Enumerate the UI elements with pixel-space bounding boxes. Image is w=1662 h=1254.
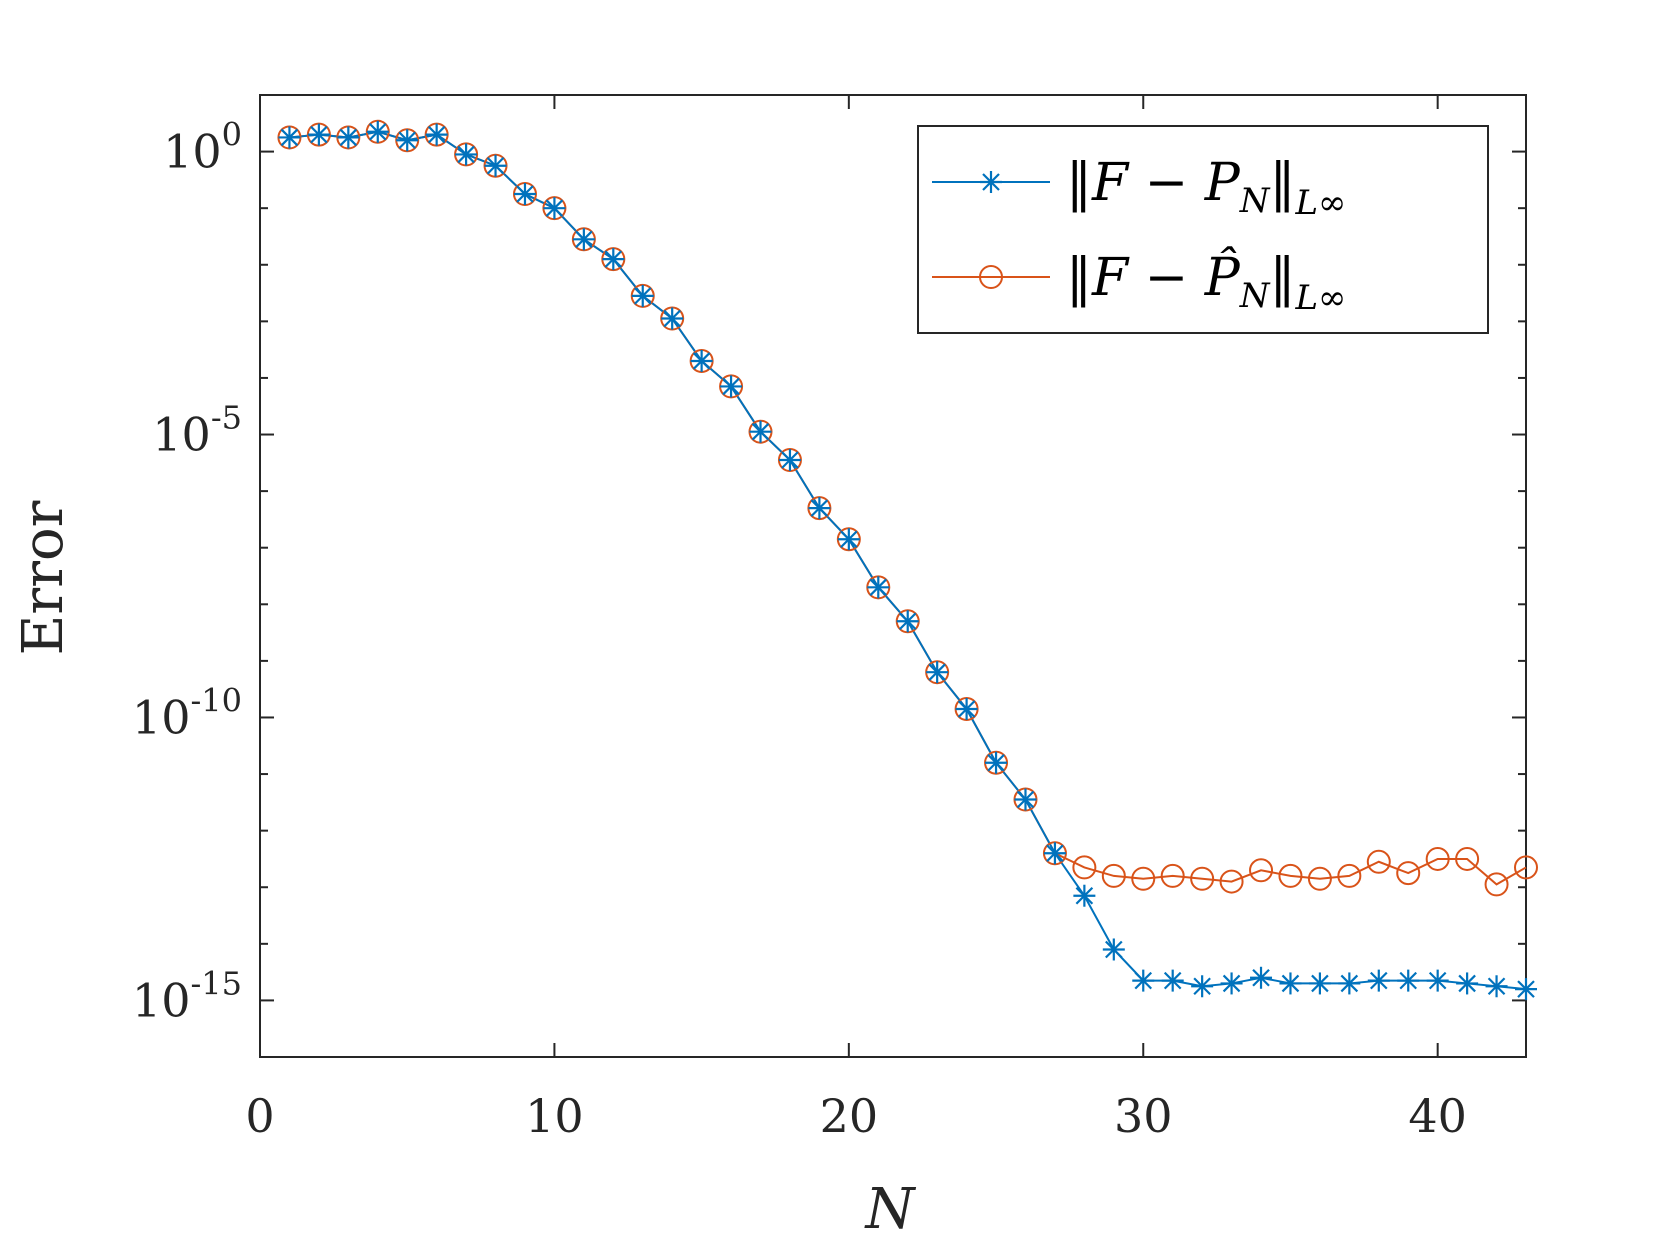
data-point	[1338, 972, 1361, 995]
data-point	[1131, 866, 1156, 891]
data-point	[1456, 972, 1479, 995]
data-point	[867, 576, 890, 599]
data-point	[1073, 884, 1096, 907]
data-point	[1396, 861, 1421, 886]
y-tick-label: 10-15	[132, 964, 242, 1027]
data-point	[1514, 855, 1538, 880]
data-point	[1250, 966, 1273, 989]
series-markers-1	[278, 120, 1537, 1001]
y-tick-label: 10-5	[152, 399, 242, 462]
data-point	[1484, 872, 1509, 897]
data-point	[1043, 842, 1066, 865]
data-point	[1397, 969, 1420, 992]
data-point	[1307, 866, 1332, 891]
data-point	[1190, 866, 1215, 891]
data-point	[1337, 863, 1362, 888]
data-point	[337, 126, 360, 149]
data-point	[455, 143, 478, 166]
data-point	[808, 497, 831, 520]
y-tick-label: 10-10	[132, 681, 242, 744]
data-point	[985, 751, 1008, 774]
x-axis-title: N	[864, 1177, 917, 1242]
y-tick-labels: 100 10-5 10-10 10-15	[132, 116, 242, 1028]
data-point	[1249, 858, 1274, 883]
data-point	[1426, 969, 1449, 992]
legend-marker-series-2	[979, 265, 1003, 289]
legend: ‖F − PN‖L∞ ‖F − P̂N‖L∞	[917, 125, 1489, 334]
legend-asterisk-icon	[980, 171, 1002, 193]
x-tick-label: 30	[1114, 1089, 1173, 1143]
data-point	[661, 307, 684, 330]
legend-box	[917, 125, 1489, 334]
x-tick-label: 20	[820, 1089, 879, 1143]
data-point	[720, 375, 743, 398]
data-point	[1308, 972, 1331, 995]
data-point	[1367, 969, 1390, 992]
data-point	[513, 183, 536, 206]
legend-label-series-2: ‖F − P̂N‖L∞	[1066, 247, 1346, 318]
x-tick-label: 0	[245, 1089, 274, 1143]
data-point	[1455, 846, 1480, 871]
data-point	[602, 248, 625, 271]
data-point	[278, 126, 301, 149]
data-point	[1014, 788, 1037, 811]
data-point	[1220, 972, 1243, 995]
data-point	[1278, 863, 1303, 888]
data-point	[1279, 972, 1302, 995]
data-point	[1132, 969, 1155, 992]
legend-item-series-2: ‖F − P̂N‖L∞	[932, 247, 1346, 318]
data-point	[1102, 938, 1125, 961]
data-point	[1515, 978, 1537, 1001]
legend-label-series-1: ‖F − PN‖L∞	[1066, 153, 1346, 223]
data-point	[1161, 969, 1184, 992]
data-point	[1366, 849, 1391, 874]
x-tick-labels: 0 10 20 30 40	[245, 1089, 1467, 1143]
data-point	[837, 528, 860, 551]
data-point	[896, 610, 919, 633]
data-point	[1101, 863, 1126, 888]
data-point	[307, 123, 330, 146]
y-tick-label: 100	[163, 116, 242, 179]
x-tick-label: 10	[525, 1089, 584, 1143]
data-point	[955, 697, 978, 720]
x-tick-label: 40	[1408, 1089, 1467, 1143]
data-point	[926, 661, 949, 684]
data-point	[1425, 846, 1450, 871]
data-point	[690, 349, 713, 372]
data-point	[425, 123, 448, 146]
data-point	[1219, 869, 1244, 894]
legend-circle-icon	[979, 265, 1003, 289]
data-point	[749, 420, 772, 443]
data-point	[1485, 975, 1508, 998]
legend-marker-series-1	[980, 171, 1002, 193]
data-point	[1191, 975, 1214, 998]
data-point	[484, 154, 507, 177]
data-point	[1160, 863, 1185, 888]
y-axis-title: Error	[11, 500, 76, 655]
data-point	[396, 129, 419, 152]
data-point	[778, 448, 801, 471]
data-point	[631, 284, 654, 307]
data-point	[543, 197, 566, 220]
data-point	[572, 228, 595, 251]
legend-item-series-1: ‖F − PN‖L∞	[932, 153, 1346, 223]
data-point	[1072, 855, 1097, 880]
data-point	[366, 120, 389, 143]
